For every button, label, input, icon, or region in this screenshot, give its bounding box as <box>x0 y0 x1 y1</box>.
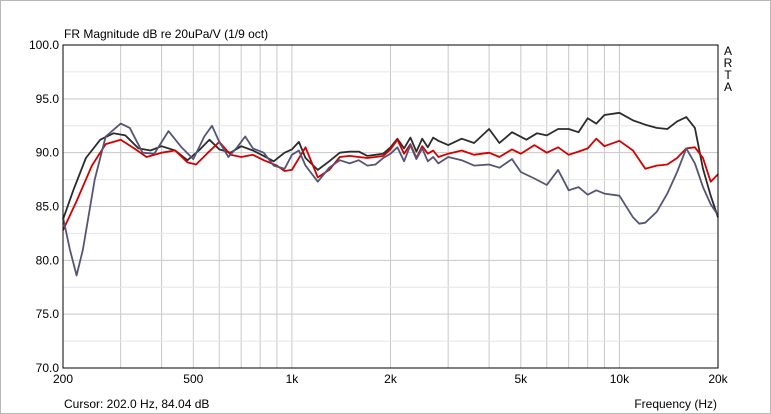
y-tick-label: 70.0 <box>36 361 60 375</box>
series-line <box>62 122 719 277</box>
chart-title: FR Magnitude dB re 20uPa/V (1/9 oct) <box>64 27 269 41</box>
x-tick-label: 500 <box>183 372 203 386</box>
y-tick-label: 100.0 <box>29 38 59 52</box>
y-tick-label: 75.0 <box>36 307 60 321</box>
x-tick-label: 200 <box>53 372 73 386</box>
y-tick-label: 90.0 <box>36 146 60 160</box>
arta-watermark: A R T A <box>722 45 734 93</box>
x-tick-label: 10k <box>610 372 630 386</box>
y-tick-label: 80.0 <box>36 253 60 267</box>
x-tick-label: 1k <box>286 372 300 386</box>
watermark-letter: T <box>724 68 732 82</box>
watermark-letter: A <box>723 80 732 94</box>
x-tick-label: 5k <box>514 372 528 386</box>
cursor-readout: Cursor: 202.0 Hz, 84.04 dB <box>64 397 210 411</box>
plot-border <box>62 44 719 369</box>
y-tick-label: 85.0 <box>36 200 60 214</box>
series-line <box>62 137 719 231</box>
x-tick-label: 20k <box>708 372 728 386</box>
x-axis-label: Frequency (Hz) <box>634 397 717 411</box>
watermark-letter: R <box>723 56 733 70</box>
y-tick-label: 95.0 <box>36 92 60 106</box>
x-tick-label: 2k <box>384 372 398 386</box>
watermark-letter: A <box>723 44 732 58</box>
